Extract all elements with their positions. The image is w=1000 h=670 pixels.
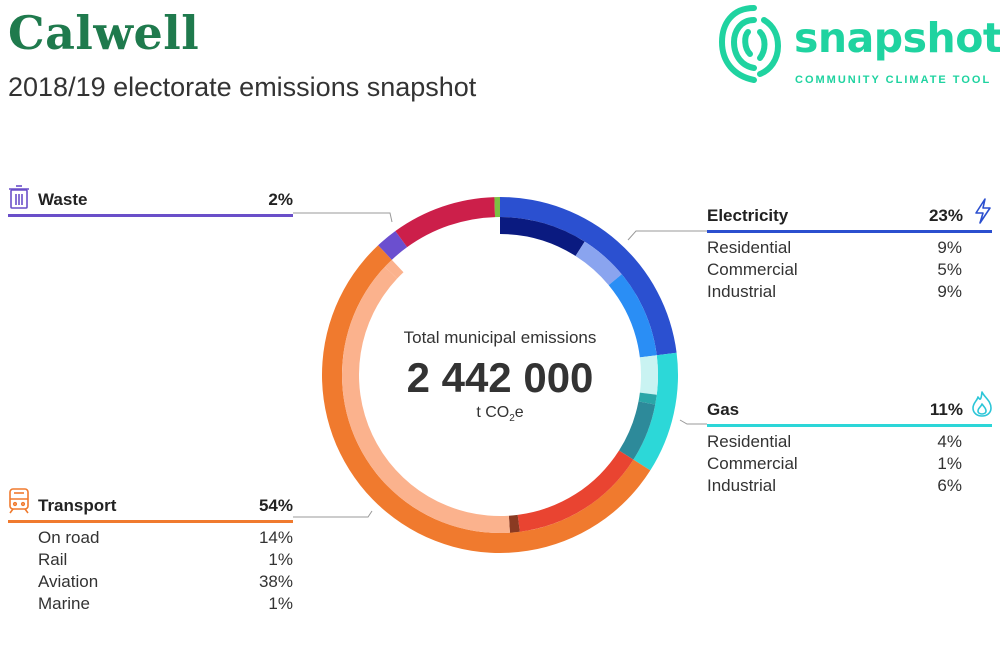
gas-subsectors: Residential 4% Commercial 1% Industrial 6% bbox=[707, 431, 962, 497]
list-item: Commercial 5% bbox=[707, 260, 962, 279]
list-item: Residential 4% bbox=[707, 432, 962, 451]
donut-inner-slice-gas-industrial bbox=[619, 401, 656, 460]
gas-leader-line bbox=[679, 419, 707, 425]
transport-label: Transport bbox=[38, 496, 117, 515]
inner-ring bbox=[342, 217, 658, 533]
electricity-header: Electricity 23% bbox=[707, 206, 992, 233]
waste-pct: 2% bbox=[268, 190, 293, 209]
transport-leader-line bbox=[293, 510, 373, 518]
donut-slice-transport bbox=[322, 245, 651, 553]
outer-ring bbox=[322, 197, 678, 553]
transport-sector: Transport 54% On road 14% Rail 1% Aviation… bbox=[8, 488, 293, 615]
gas-pct: 11% bbox=[929, 400, 963, 419]
list-item: Aviation 38% bbox=[38, 572, 293, 591]
gas-header: Gas 11% bbox=[707, 400, 992, 427]
brand-tagline: COMMUNITY CLIMATE TOOL bbox=[795, 74, 992, 86]
transport-pct: 54% bbox=[258, 496, 293, 515]
brand-name: snapshot bbox=[794, 14, 1000, 62]
list-item: On road 14% bbox=[38, 528, 293, 547]
page-title: Calwell bbox=[8, 6, 200, 60]
electricity-label: Electricity bbox=[707, 206, 789, 225]
donut-inner-slice-electricity-industrial bbox=[608, 274, 657, 358]
emissions-unit: t CO2e bbox=[476, 404, 524, 425]
donut-inner-slice-gas-commercial bbox=[638, 392, 657, 405]
waste-label: Waste bbox=[38, 190, 88, 209]
emissions-donut-chart bbox=[322, 197, 678, 553]
electricity-pct: 23% bbox=[928, 206, 963, 225]
donut-inner-slice-gas-residential bbox=[639, 355, 658, 395]
electricity-subsectors: Residential 9% Commercial 5% Industrial 9% bbox=[707, 237, 962, 303]
center-label: Total municipal emissions bbox=[403, 328, 597, 347]
list-item: Residential 9% bbox=[707, 238, 962, 257]
donut-slice-electricity bbox=[500, 197, 677, 356]
list-item: Rail 1% bbox=[38, 550, 293, 569]
waste-leader-line bbox=[293, 212, 393, 223]
donut-inner-slice-transport-rail bbox=[508, 514, 520, 533]
snapshot-logo-icon bbox=[718, 5, 782, 83]
page-subtitle: 2018/19 electorate emissions snapshot bbox=[8, 72, 477, 102]
total-emissions-value: 2 442 000 bbox=[406, 354, 594, 401]
list-item: Industrial 6% bbox=[707, 476, 962, 495]
gas-label: Gas bbox=[707, 400, 740, 419]
list-item: Commercial 1% bbox=[707, 454, 962, 473]
waste-header: Waste 2% bbox=[8, 184, 293, 217]
electricity-sector: Electricity 23% Residential 9% Commercial… bbox=[707, 198, 992, 303]
donut-inner-slice-transport-on-road bbox=[517, 450, 634, 532]
donut-slice-waste bbox=[378, 230, 408, 260]
flame-icon bbox=[972, 391, 992, 417]
donut-slice-gas bbox=[633, 352, 678, 471]
donut-slice-other bbox=[494, 197, 500, 218]
donut-slice-agriculture bbox=[395, 197, 496, 248]
waste-sector: Waste 2% bbox=[8, 184, 293, 217]
gas-sector: Gas 11% Residential 4% Commercial 1% Indus… bbox=[707, 391, 992, 497]
donut-inner-slice-electricity-residential bbox=[500, 217, 585, 256]
list-item: Marine 1% bbox=[38, 594, 293, 613]
transport-subsectors: On road 14% Rail 1% Aviation 38% Marine 1% bbox=[8, 527, 293, 615]
donut-inner-slice-electricity-commercial bbox=[575, 241, 622, 286]
electricity-leader-line bbox=[627, 230, 707, 241]
donut-inner-slice-transport-aviation bbox=[342, 266, 510, 533]
list-item: Industrial 9% bbox=[707, 282, 962, 301]
donut-inner-slice-transport-marine bbox=[384, 259, 404, 279]
transport-header: Transport 54% bbox=[8, 488, 293, 523]
lightning-icon bbox=[975, 198, 991, 224]
train-icon bbox=[9, 488, 29, 514]
trash-icon bbox=[9, 185, 29, 209]
